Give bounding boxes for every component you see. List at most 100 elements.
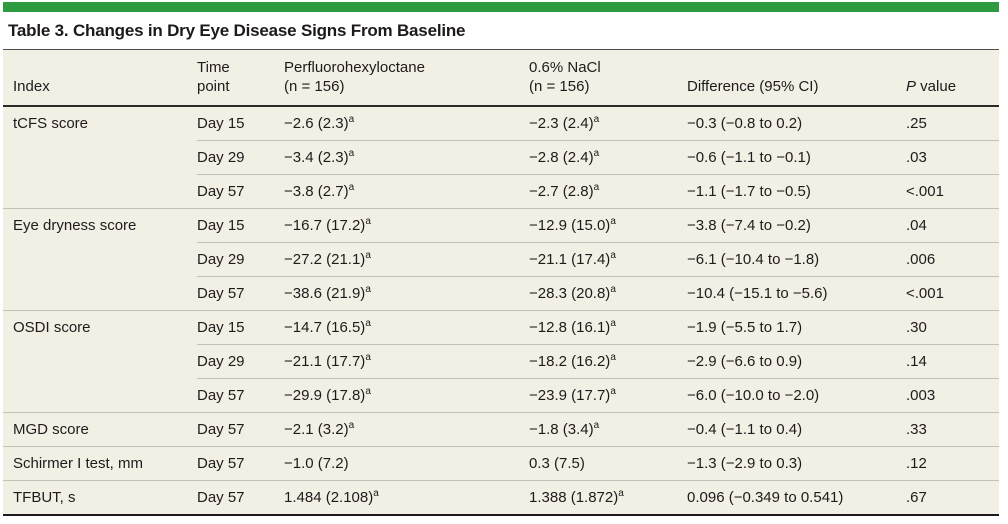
cell-pfho-value: −27.2 (21.1)a [284, 242, 529, 277]
col-header-nacl: 0.6% NaCl (n = 156) [529, 50, 687, 107]
cell-difference: −1.3 (−2.9 to 0.3) [687, 446, 906, 481]
footnote-a-marker: a [610, 352, 616, 363]
table-row: Day 29 −21.1 (17.7)a −18.2 (16.2)a −2.9 … [3, 344, 999, 379]
footnote-a-marker: a [365, 216, 371, 227]
footnote-a-marker: a [365, 386, 371, 397]
cell-time-point: Day 57 [197, 378, 284, 413]
table-3-card: Table 3. Changes in Dry Eye Disease Sign… [3, 0, 999, 516]
col-header-time-point: Time point [197, 50, 284, 107]
cell-pfho-value: −2.6 (2.3)a [284, 114, 355, 133]
cell-time-point: Day 29 [197, 344, 284, 379]
footnote-a-marker: a [348, 114, 355, 125]
cell-time-point: Day 15 [197, 115, 245, 132]
table-row: Day 57 −38.6 (21.9)a −28.3 (20.8)a −10.4… [3, 276, 999, 311]
footnote-a-marker: a [365, 352, 371, 363]
cell-nacl-value: −23.9 (17.7)a [529, 378, 687, 413]
table-row: TFBUT, s Day 57 1.484 (2.108)a 1.388 (1.… [3, 480, 999, 516]
cell-p-value: .30 [906, 310, 999, 345]
footnote-a-marker: a [610, 386, 616, 397]
footnote-a-marker: a [618, 488, 624, 499]
cell-difference: −1.9 (−5.5 to 1.7) [687, 310, 906, 345]
cell-index: Schirmer I test, mm [3, 446, 197, 481]
cell-p-value: .14 [906, 344, 999, 379]
table-row: Schirmer I test, mm Day 57 −1.0 (7.2) 0.… [3, 446, 999, 481]
cell-difference: −3.8 (−7.4 to −0.2) [687, 208, 906, 243]
cell-difference: −2.9 (−6.6 to 0.9) [687, 344, 906, 379]
footnote-a-marker: a [365, 284, 371, 295]
table-row: Day 29 −27.2 (21.1)a −21.1 (17.4)a −6.1 … [3, 242, 999, 277]
cell-index [3, 175, 197, 209]
cell-p-value: .25 [906, 115, 927, 132]
cell-p-value: <.001 [906, 174, 999, 209]
footnote-a-marker: a [593, 148, 600, 159]
cell-time-point: Day 57 [197, 174, 284, 209]
footnote-a-marker: a [610, 216, 616, 227]
col-header-difference: Difference (95% CI) [687, 50, 906, 107]
footnote-a-marker: a [610, 318, 616, 329]
cell-p-value: .006 [906, 242, 999, 277]
cell-index [3, 277, 197, 311]
footnote-a-marker: a [593, 114, 600, 125]
table-title: Table 3. Changes in Dry Eye Disease Sign… [3, 12, 999, 50]
cell-nacl-value: 1.388 (1.872)a [529, 480, 687, 516]
cell-nacl-value: −2.8 (2.4)a [529, 140, 687, 175]
cell-pfho-value: −1.0 (7.2) [284, 446, 529, 481]
cell-pfho-value: −21.1 (17.7)a [284, 344, 529, 379]
col-header-perfluorohexyloctane: Perfluorohexyloctane (n = 156) [284, 50, 529, 107]
footnote-a-marker: a [593, 182, 600, 193]
cell-pfho-value: −3.8 (2.7)a [284, 174, 529, 209]
cell-difference: 0.096 (−0.349 to 0.541) [687, 480, 906, 516]
cell-p-value: .04 [906, 208, 999, 243]
cell-index: OSDI score [3, 310, 197, 345]
cell-p-value: .003 [906, 378, 999, 413]
header-row: Index Time point Perfluorohexyloctane (n =… [3, 50, 999, 107]
footnote-a-marker: a [365, 318, 371, 329]
cell-pfho-value: −16.7 (17.2)a [284, 208, 529, 243]
cell-nacl-value: −12.8 (16.1)a [529, 310, 687, 345]
cell-difference: −0.6 (−1.1 to −0.1) [687, 140, 906, 175]
cell-difference: −0.3 (−0.8 to 0.2) [687, 115, 803, 132]
cell-nacl-value: −18.2 (16.2)a [529, 344, 687, 379]
table-row: OSDI score Day 15 −14.7 (16.5)a −12.8 (1… [3, 310, 999, 345]
cell-pfho-value: 1.484 (2.108)a [284, 480, 529, 516]
cell-time-point: Day 29 [197, 242, 284, 277]
cell-difference: −6.0 (−10.0 to −2.0) [687, 378, 906, 413]
cell-index [3, 243, 197, 277]
cell-p-value: .03 [906, 140, 999, 175]
cell-pfho-value: −29.9 (17.8)a [284, 378, 529, 413]
cell-index [3, 141, 197, 175]
cell-nacl-value: −1.8 (3.4)a [529, 412, 687, 447]
cell-difference: −1.1 (−1.7 to −0.5) [687, 174, 906, 209]
cell-nacl-value: −2.3 (2.4)a [529, 114, 600, 133]
cell-difference: −10.4 (−15.1 to −5.6) [687, 276, 906, 311]
table-row: Eye dryness score Day 15 −16.7 (17.2)a −… [3, 208, 999, 243]
cell-difference: −0.4 (−1.1 to 0.4) [687, 412, 906, 447]
table-row: Day 57 −29.9 (17.8)a −23.9 (17.7)a −6.0 … [3, 378, 999, 413]
cell-index: MGD score [3, 412, 197, 447]
cell-index [3, 379, 197, 413]
footnote-a-marker: a [365, 250, 371, 261]
table-row: MGD score Day 57 −2.1 (3.2)a −1.8 (3.4)a… [3, 412, 999, 447]
cell-index: Eye dryness score [3, 208, 197, 243]
cell-time-point: Day 15 [197, 310, 284, 345]
footnote-a-marker: a [610, 250, 616, 261]
cell-time-point: Day 57 [197, 276, 284, 311]
footnote-a-marker: a [373, 488, 379, 499]
cell-pfho-value: −38.6 (21.9)a [284, 276, 529, 311]
cell-nacl-value: −21.1 (17.4)a [529, 242, 687, 277]
cell-pfho-value: −3.4 (2.3)a [284, 140, 529, 175]
cell-time-point: Day 15 [197, 208, 284, 243]
dry-eye-disease-signs-table: Index Time point Perfluorohexyloctane (n =… [3, 50, 999, 516]
cell-index: tCFS score [13, 115, 89, 133]
cell-nacl-value: −28.3 (20.8)a [529, 276, 687, 311]
cell-p-value: <.001 [906, 276, 999, 311]
cell-p-value: .67 [906, 480, 999, 516]
cell-time-point: Day 29 [197, 140, 284, 175]
cell-pfho-value: −14.7 (16.5)a [284, 310, 529, 345]
footnote-a-marker: a [593, 420, 600, 431]
cell-index [3, 345, 197, 379]
cell-difference: −6.1 (−10.4 to −1.8) [687, 242, 906, 277]
col-header-p-value: P value [906, 50, 999, 107]
footnote-a-marker: a [348, 420, 355, 431]
p-value-italic-p: P [906, 78, 917, 95]
